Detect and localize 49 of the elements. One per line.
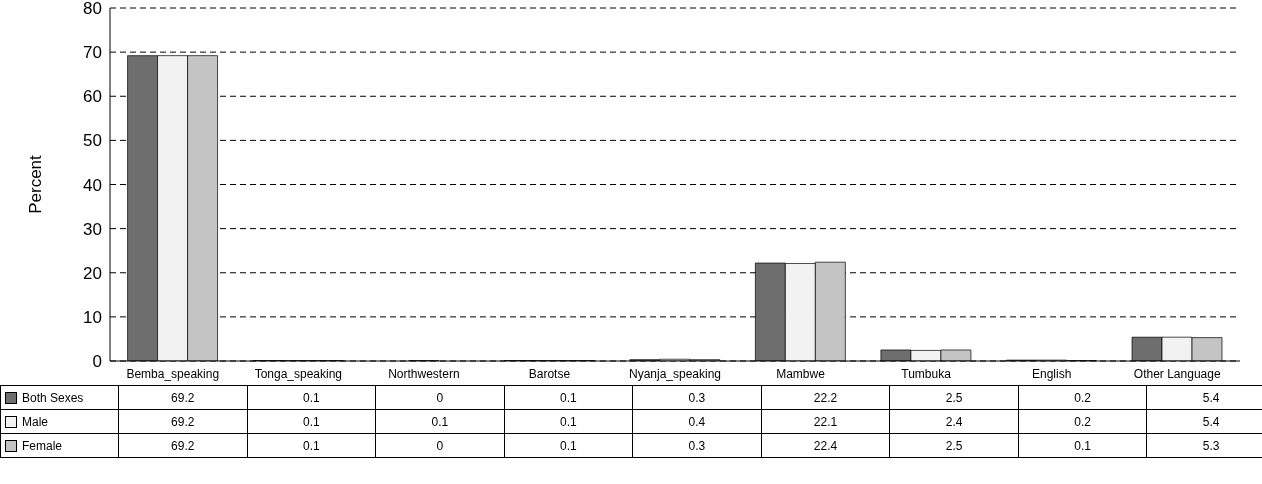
data-label: 69.2 xyxy=(118,433,248,458)
y-tick-label: 60 xyxy=(83,87,102,107)
data-label: 2.5 xyxy=(889,385,1019,410)
data-label: 0.1 xyxy=(504,433,633,458)
y-tick-label: 80 xyxy=(83,0,102,19)
legend-label: Male xyxy=(0,409,119,434)
legend-label: Both Sexes xyxy=(0,385,119,410)
x-tick-label: Northwestern xyxy=(388,366,460,381)
y-tick-label: 40 xyxy=(83,175,102,195)
data-label: 0.1 xyxy=(247,409,376,434)
data-label: 0.1 xyxy=(247,385,376,410)
y-tick-label: 0 xyxy=(92,352,102,372)
data-label: 0.1 xyxy=(375,409,505,434)
data-label: 2.5 xyxy=(889,433,1019,458)
data-label: 22.4 xyxy=(761,433,890,458)
data-label: 22.2 xyxy=(761,385,890,410)
x-tick-label: English xyxy=(1031,366,1072,381)
data-label: 0 xyxy=(375,433,505,458)
y-tick-label: 30 xyxy=(83,219,102,239)
y-tick-label: 70 xyxy=(83,43,102,63)
data-label: 2.4 xyxy=(889,409,1019,434)
y-tick-label: 10 xyxy=(83,307,102,327)
data-label: 69.2 xyxy=(118,409,248,434)
data-label: 69.2 xyxy=(118,385,248,410)
data-label: 0.2 xyxy=(1018,409,1147,434)
x-tick-label: Nyanja_speaking xyxy=(628,366,722,381)
x-tick-label: Tonga_speaking xyxy=(254,366,343,381)
data-label: 0.2 xyxy=(1018,385,1147,410)
legend-label: Female xyxy=(0,433,119,458)
data-label: 5.3 xyxy=(1146,433,1262,458)
data-label: 0.4 xyxy=(632,409,762,434)
x-tick-label: Other Language xyxy=(1133,366,1221,381)
x-tick-label: Tumbuka xyxy=(901,366,952,381)
data-label: 0 xyxy=(375,385,505,410)
data-label: 5.4 xyxy=(1146,409,1262,434)
data-label: 0.1 xyxy=(504,409,633,434)
data-label: 22.1 xyxy=(761,409,890,434)
y-axis-title: Percent xyxy=(26,154,46,214)
data-label: 0.1 xyxy=(1018,433,1147,458)
data-label: 0.3 xyxy=(632,433,762,458)
data-label: 5.4 xyxy=(1146,385,1262,410)
data-label: 0.1 xyxy=(247,433,376,458)
data-label: 0.3 xyxy=(632,385,762,410)
y-tick-label: 20 xyxy=(83,263,102,283)
x-tick-label: Barotse xyxy=(528,366,571,381)
y-tick-label: 50 xyxy=(83,131,102,151)
data-label: 0.1 xyxy=(504,385,633,410)
x-tick-label: Bemba_speaking xyxy=(126,366,220,381)
x-tick-label: Mambwe xyxy=(776,366,826,381)
